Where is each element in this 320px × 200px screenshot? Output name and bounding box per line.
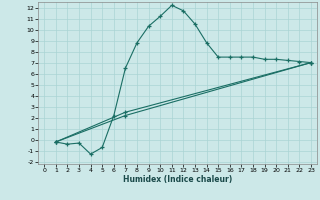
X-axis label: Humidex (Indice chaleur): Humidex (Indice chaleur) [123,175,232,184]
